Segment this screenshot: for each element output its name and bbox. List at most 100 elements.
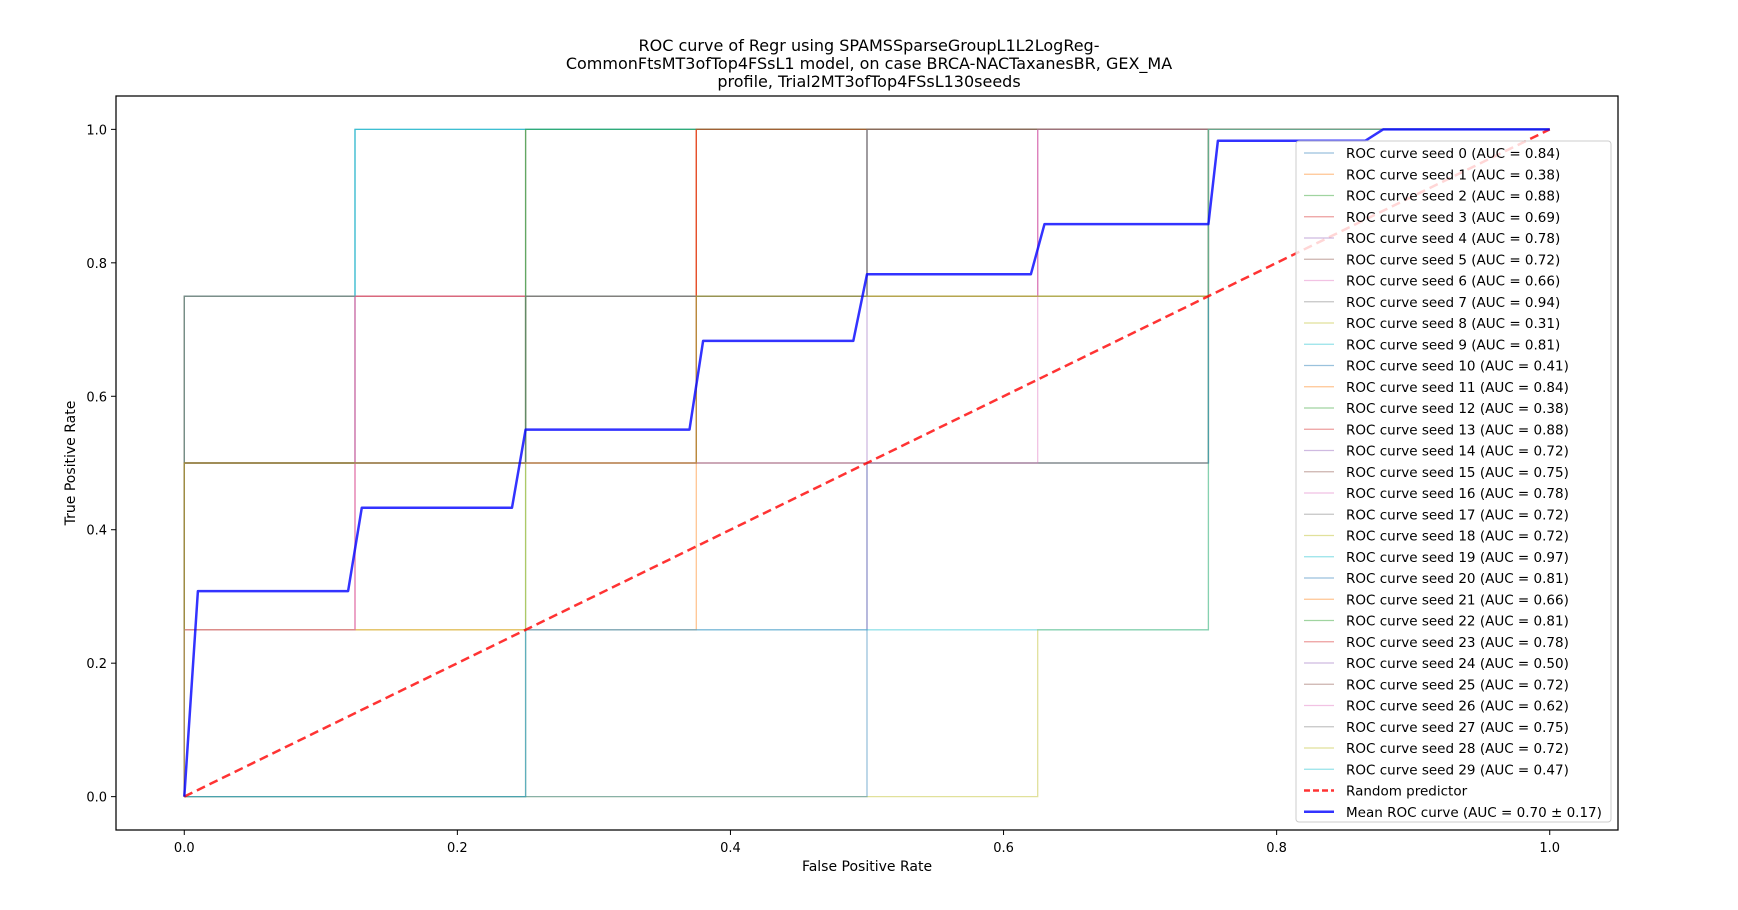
legend-label: ROC curve seed 11 (AUC = 0.84) bbox=[1346, 380, 1569, 396]
roc-curve-seed-13 bbox=[183, 128, 1550, 797]
legend-item: ROC curve seed 16 (AUC = 0.78) bbox=[1304, 486, 1569, 502]
legend-label: ROC curve seed 1 (AUC = 0.38) bbox=[1346, 167, 1560, 183]
legend-item: ROC curve seed 15 (AUC = 0.75) bbox=[1304, 465, 1569, 481]
y-axis-ticks: 0.0 0.2 0.4 0.6 0.8 1.0 bbox=[86, 123, 116, 806]
y-tick-label: 0.6 bbox=[86, 390, 107, 405]
legend-item: ROC curve seed 19 (AUC = 0.97) bbox=[1304, 550, 1569, 566]
legend-label: ROC curve seed 0 (AUC = 0.84) bbox=[1346, 146, 1560, 162]
legend-item: ROC curve seed 21 (AUC = 0.66) bbox=[1304, 592, 1569, 608]
roc-curve-seed-26 bbox=[183, 128, 1550, 797]
roc-curve-seed-7 bbox=[183, 128, 1550, 797]
y-tick-label: 0.0 bbox=[86, 791, 107, 806]
legend-item: ROC curve seed 10 (AUC = 0.41) bbox=[1304, 359, 1569, 375]
roc-curve-seed-28 bbox=[183, 128, 1550, 797]
x-tick-label: 0.0 bbox=[174, 841, 195, 856]
legend-item: ROC curve seed 0 (AUC = 0.84) bbox=[1304, 146, 1560, 162]
x-tick-label: 0.2 bbox=[447, 841, 468, 856]
roc-curve-seed-4 bbox=[183, 128, 1550, 797]
x-axis-ticks: 0.0 0.2 0.4 0.6 0.8 1.0 bbox=[174, 830, 1560, 856]
legend-label: ROC curve seed 2 (AUC = 0.88) bbox=[1346, 189, 1560, 205]
legend-frame bbox=[1295, 140, 1612, 823]
legend-item: ROC curve seed 25 (AUC = 0.72) bbox=[1304, 677, 1569, 693]
roc-curve-seed-15 bbox=[183, 128, 1550, 797]
legend-items: ROC curve seed 0 (AUC = 0.84) ROC curve s… bbox=[1304, 146, 1602, 821]
chart-title-line-2: CommonFtsMT3ofTop4FSsL1 model, on case B… bbox=[566, 54, 1172, 74]
roc-curve-seed-22 bbox=[183, 128, 1550, 797]
legend-label: ROC curve seed 17 (AUC = 0.72) bbox=[1346, 507, 1569, 523]
roc-curve-seed-1 bbox=[183, 128, 1550, 797]
legend-item: ROC curve seed 26 (AUC = 0.62) bbox=[1304, 699, 1569, 715]
mean-roc-layer bbox=[183, 128, 1550, 797]
legend-label: ROC curve seed 12 (AUC = 0.38) bbox=[1346, 401, 1569, 417]
legend-label: ROC curve seed 25 (AUC = 0.72) bbox=[1346, 677, 1569, 693]
legend-item: ROC curve seed 18 (AUC = 0.72) bbox=[1304, 529, 1569, 545]
roc-curve-seed-17 bbox=[183, 128, 1550, 797]
roc-curve-seed-19 bbox=[183, 128, 1550, 797]
legend-item: ROC curve seed 9 (AUC = 0.81) bbox=[1304, 337, 1560, 353]
legend-label: ROC curve seed 23 (AUC = 0.78) bbox=[1346, 635, 1569, 651]
roc-curve-seed-11 bbox=[183, 128, 1550, 797]
legend-label: Random predictor bbox=[1346, 784, 1468, 800]
roc-curve-seed-10 bbox=[184, 128, 1550, 798]
plot-area-frame bbox=[115, 95, 1619, 831]
roc-curve-seed-8 bbox=[184, 128, 1550, 798]
legend-item: Mean ROC curve (AUC = 0.70 ± 0.17) bbox=[1304, 805, 1602, 821]
legend-item: ROC curve seed 8 (AUC = 0.31) bbox=[1304, 316, 1560, 332]
legend-item: ROC curve seed 22 (AUC = 0.81) bbox=[1304, 614, 1569, 630]
seed-curves bbox=[183, 128, 1550, 798]
legend-item: Random predictor bbox=[1304, 784, 1468, 800]
legend-label: ROC curve seed 28 (AUC = 0.72) bbox=[1346, 741, 1569, 757]
legend-item: ROC curve seed 11 (AUC = 0.84) bbox=[1304, 380, 1569, 396]
mean-roc-curve bbox=[183, 128, 1550, 797]
x-tick-label: 0.6 bbox=[993, 841, 1014, 856]
legend-label: ROC curve seed 18 (AUC = 0.72) bbox=[1346, 529, 1569, 545]
x-axis-label: False Positive Rate bbox=[802, 859, 932, 875]
x-tick-label: 0.4 bbox=[720, 841, 741, 856]
roc-curve-seed-3 bbox=[183, 128, 1550, 797]
legend-label: ROC curve seed 14 (AUC = 0.72) bbox=[1346, 444, 1569, 460]
y-tick-label: 0.4 bbox=[86, 524, 107, 539]
legend-item: ROC curve seed 3 (AUC = 0.69) bbox=[1304, 210, 1560, 226]
legend-label: ROC curve seed 13 (AUC = 0.88) bbox=[1346, 422, 1569, 438]
legend-item: ROC curve seed 20 (AUC = 0.81) bbox=[1304, 571, 1569, 587]
roc-curve-seed-5 bbox=[183, 128, 1550, 797]
legend-label: ROC curve seed 16 (AUC = 0.78) bbox=[1346, 486, 1569, 502]
legend-item: ROC curve seed 28 (AUC = 0.72) bbox=[1304, 741, 1569, 757]
legend-label: ROC curve seed 4 (AUC = 0.78) bbox=[1346, 231, 1560, 247]
legend-item: ROC curve seed 17 (AUC = 0.72) bbox=[1304, 507, 1569, 523]
legend-label: ROC curve seed 3 (AUC = 0.69) bbox=[1346, 210, 1560, 226]
legend-label: ROC curve seed 5 (AUC = 0.72) bbox=[1346, 252, 1560, 268]
roc-curve-seed-2 bbox=[183, 128, 1550, 797]
legend-label: ROC curve seed 10 (AUC = 0.41) bbox=[1346, 359, 1569, 375]
legend-label: ROC curve seed 15 (AUC = 0.75) bbox=[1346, 465, 1569, 481]
legend-label: Mean ROC curve (AUC = 0.70 ± 0.17) bbox=[1346, 805, 1602, 821]
y-tick-label: 0.2 bbox=[86, 657, 107, 672]
legend-label: ROC curve seed 6 (AUC = 0.66) bbox=[1346, 274, 1560, 290]
legend-label: ROC curve seed 19 (AUC = 0.97) bbox=[1346, 550, 1569, 566]
legend-label: ROC curve seed 9 (AUC = 0.81) bbox=[1346, 337, 1560, 353]
legend-label: ROC curve seed 27 (AUC = 0.75) bbox=[1346, 720, 1569, 736]
roc-curve-seed-0 bbox=[183, 128, 1550, 797]
legend-label: ROC curve seed 24 (AUC = 0.50) bbox=[1346, 656, 1569, 672]
roc-curve-seed-16 bbox=[183, 128, 1550, 797]
legend-item: ROC curve seed 4 (AUC = 0.78) bbox=[1304, 231, 1560, 247]
roc-curve-seed-27 bbox=[183, 128, 1550, 797]
legend-label: ROC curve seed 7 (AUC = 0.94) bbox=[1346, 295, 1560, 311]
legend-label: ROC curve seed 8 (AUC = 0.31) bbox=[1346, 316, 1560, 332]
x-tick-label: 1.0 bbox=[1539, 841, 1560, 856]
chart-title: ROC curve of Regr using SPAMSSparseGroup… bbox=[566, 36, 1172, 91]
legend-item: ROC curve seed 14 (AUC = 0.72) bbox=[1304, 444, 1569, 460]
legend-item: ROC curve seed 6 (AUC = 0.66) bbox=[1304, 274, 1560, 290]
legend-item: ROC curve seed 23 (AUC = 0.78) bbox=[1304, 635, 1569, 651]
roc-curve-seed-14 bbox=[183, 128, 1550, 797]
x-tick-label: 0.8 bbox=[1266, 841, 1287, 856]
roc-curve-seed-29 bbox=[184, 128, 1550, 798]
legend-item: ROC curve seed 5 (AUC = 0.72) bbox=[1304, 252, 1560, 268]
y-tick-label: 1.0 bbox=[86, 123, 107, 138]
legend-label: ROC curve seed 29 (AUC = 0.47) bbox=[1346, 762, 1569, 778]
legend-item: ROC curve seed 13 (AUC = 0.88) bbox=[1304, 422, 1569, 438]
y-axis-label: True Positive Rate bbox=[63, 401, 79, 527]
roc-curve-seed-25 bbox=[183, 128, 1550, 797]
y-tick-label: 0.8 bbox=[86, 257, 107, 272]
